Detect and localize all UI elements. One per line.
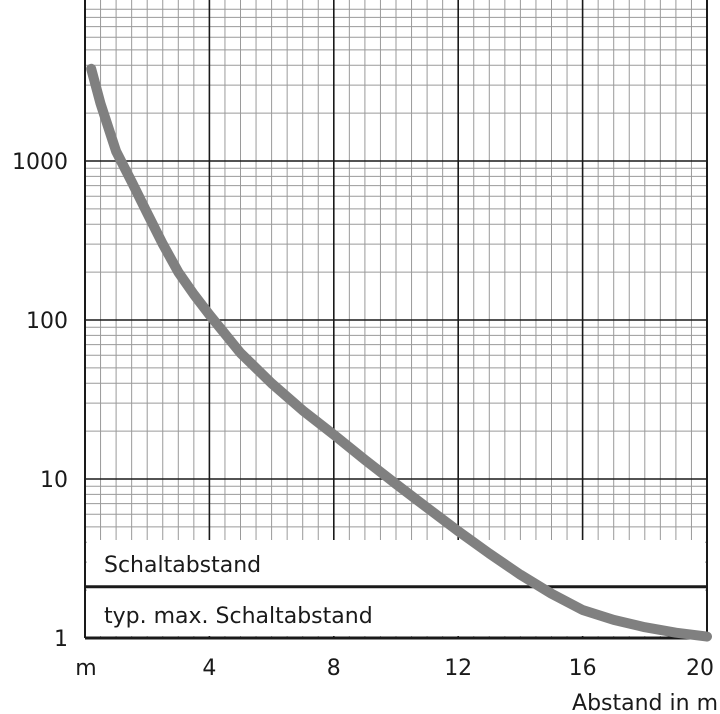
- series-group: [86, 63, 712, 642]
- x-axis-unit-tick: m: [75, 656, 96, 681]
- x-tick-label: 8: [327, 656, 341, 681]
- y-tick-label: 10: [40, 468, 68, 493]
- annotation-typ-max-schaltabstand: typ. max. Schaltabstand: [104, 604, 373, 629]
- x-tick-label: 20: [686, 656, 714, 681]
- x-tick-label: 4: [202, 656, 216, 681]
- x-axis-label: Abstand in m: [572, 691, 718, 714]
- annotation-schaltabstand: Schaltabstand: [104, 553, 261, 578]
- axis-lines: [84, 0, 708, 640]
- x-tick-label: 16: [569, 656, 597, 681]
- y-tick-labels: 1 10 100 1000: [12, 150, 68, 652]
- y-tick-label: 100: [26, 309, 68, 334]
- series-line-0: [86, 63, 712, 642]
- x-tick-labels: 4 8 12 16 20: [202, 656, 714, 681]
- x-tick-label: 12: [444, 656, 472, 681]
- y-tick-label: 1: [54, 627, 68, 652]
- y-tick-label: 1000: [12, 150, 68, 175]
